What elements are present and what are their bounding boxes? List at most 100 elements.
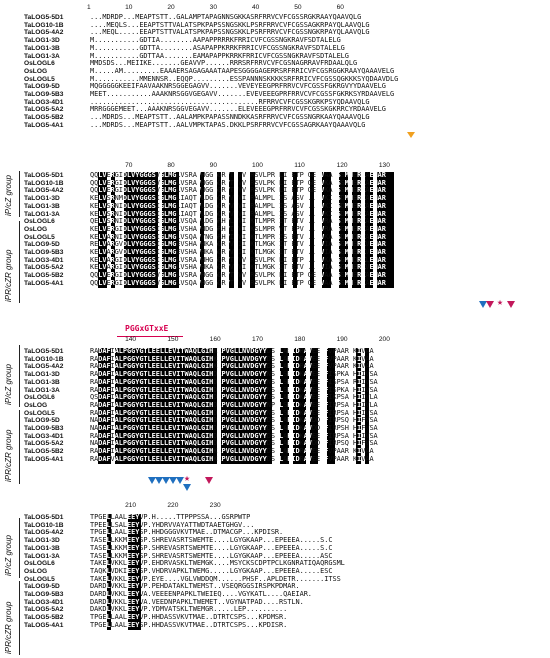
sequence-name: OsLOGL6: [24, 60, 55, 68]
sequence-name: OsLOGL6: [24, 394, 55, 402]
conserved-column: [241, 347, 247, 464]
sequence-row: MQGGGGGKEEIFAAVAAKNRSGGEGAGVV.......VEVE…: [90, 82, 386, 91]
sequence-row: QQLVERGIDLVYGGGSVGLMGLVSRAVHGGGGRVTGVVPR…: [90, 178, 386, 187]
sequence-name: TaLOG5-5D1: [24, 348, 64, 355]
sequence-name: TaLOG5-4A1: [24, 455, 64, 463]
conserved-column: [123, 171, 128, 288]
conserved-column: [237, 171, 243, 288]
sequence-name: TaLOG5-5B2: [24, 614, 64, 622]
sequence-name: TaLOG9-5B3: [24, 91, 64, 98]
sequence-row: RADAFIALPGGYGTLEELLEVITWAQLGIHDKPVGLLNVD…: [90, 431, 378, 440]
conserved-column: [123, 347, 128, 464]
ruler-number: 170: [251, 336, 263, 343]
alignment-block-3: PGGxGTxxE 140 150 160 170 180 190 200 TaLOG5-5…: [0, 318, 550, 491]
conserved-column: [127, 171, 133, 288]
conserved-column: [229, 171, 234, 288]
conserved-column: [203, 347, 209, 464]
group-label-ipr-1: iPR/cZR group: [4, 249, 13, 302]
group-bracket: [19, 171, 20, 217]
sequence-name: TaLOG5-4A2: [24, 529, 64, 537]
conserved-column: [237, 347, 243, 464]
sequence-name: TaLOG10-1B: [24, 355, 64, 363]
ruler-number: 70: [125, 162, 133, 169]
position-ruler-1: 1 10 20 30 40 50 60: [0, 4, 550, 14]
group-bracket: [19, 581, 20, 655]
conserved-column: [296, 347, 302, 464]
conserved-column: [136, 171, 141, 288]
catalytic-site-marker: [507, 301, 515, 308]
sequence-name: TaLOG9-5D: [24, 417, 60, 425]
sequence-name: TaLOG1-3A: [24, 210, 60, 218]
conserved-column: [208, 347, 213, 464]
conserved-column: [263, 347, 268, 464]
conserved-column: [110, 171, 116, 288]
sequence-name: OsLOGL6: [24, 560, 55, 568]
conserved-column: [102, 171, 107, 288]
conserved-column: [182, 347, 188, 464]
binding-site-marker: [169, 477, 177, 484]
conserved-column: [233, 347, 238, 464]
sequence-name: TaLOG1-3B: [24, 378, 60, 386]
motif-label: PGGxGTxxE: [125, 324, 169, 333]
binding-site-marker: [162, 477, 170, 484]
sequence-row: ........................................…: [90, 97, 370, 106]
conserved-column: [186, 347, 192, 464]
ruler-number: 90: [209, 162, 217, 169]
sequence-name: TaLOG1-3A: [24, 52, 60, 60]
ruler-number: 220: [167, 502, 179, 509]
sequence-name: TaLOG1-3A: [24, 386, 60, 394]
ruler-number: 210: [125, 502, 137, 509]
conserved-column: [368, 171, 374, 288]
sequence-row: QQLVERGIDLVYGGGSVGLMGLVSQAVHGGGGRVTGVVPR…: [90, 278, 386, 287]
sequence-row: DAKDLVKKLEEYVP.YDMVATSKLTWEMGR.....LEP..…: [90, 605, 288, 614]
conserved-column: [356, 171, 361, 288]
sequence-name: TaLOG9-5D: [24, 83, 60, 91]
sequence-name: TaLOG5-5A2: [24, 106, 64, 114]
sequence-row: NADAFIALPGGYGTLEELLEVITWAQLGIHDKPVGLLNVD…: [90, 424, 378, 432]
conserved-column: [254, 347, 260, 464]
conserved-column: [390, 171, 395, 288]
sequence-name: TaLOG1-3B: [24, 202, 60, 210]
sequence-row: M...........MMENNSR..EQQP.........ESSPAN…: [90, 74, 399, 83]
binding-site-marker: [148, 477, 156, 484]
sequence-name: TaLOG1-3D: [24, 195, 60, 203]
sequence-row: KELVARNIDLVYGGGSIGLMGLVSQAVYNGGRHVIGVIPK…: [90, 232, 386, 241]
catalytic-site-marker: [205, 477, 213, 484]
sequence-row: NADAFIALPGGYGTLEELLEVITWAQLGIHDKPVGLLNVD…: [90, 416, 378, 425]
sequence-row: DARDLVKKLEEYVA.VEEDNPAPKLTWEMET..VGYNATP…: [90, 597, 304, 606]
motif-underline: [117, 336, 183, 337]
sequence-row: RADAFIALPGGYGTLEELLEVITWAQLGIHKKPVGLLNVD…: [90, 347, 374, 355]
active-site-star: ★: [497, 297, 504, 308]
sequence-row: RELVARGVDLVYGGGSIGLMGEVSHAVHKAGGRVVGIIPK…: [90, 240, 386, 249]
alignment-block-2: 70 80 90 100 110 120 130 TaLOG5-5D1 TaLOG10-1B T…: [0, 162, 550, 322]
sequence-row: QQLVERGIDLVYGGGSVGLMGLVSRAVHGGGGRVTGVVPR…: [90, 186, 386, 195]
sequence-name: TaLOG1-3B: [24, 44, 60, 52]
position-ruler-3: 140 150 160 170 180 190 200: [0, 336, 550, 346]
sequence-name: TaLOG3-4D1: [24, 256, 64, 264]
sequence-name: OsLOG: [24, 225, 48, 233]
conserved-column: [199, 347, 205, 464]
sequence-name: OsLOGL5: [24, 75, 55, 83]
conserved-column: [170, 171, 175, 288]
ruler-number: 40: [251, 4, 260, 11]
conserved-column: [178, 347, 183, 464]
sequence-row: M...........GDTTAA.......EAMAPAPPKRRKFRR…: [90, 51, 349, 60]
ruler-number: 150: [167, 336, 179, 343]
sequence-name: TaLOG5-5B2: [24, 272, 64, 280]
conserved-column: [199, 171, 205, 288]
sequence-row: M.....AM.........EAAAERSAGAGAAATAAPESGGG…: [90, 66, 395, 75]
conserved-column: [115, 347, 120, 464]
sequence-name: OsLOGL5: [24, 233, 55, 241]
conserved-column: [144, 347, 150, 464]
ruler-number: 20: [167, 4, 175, 11]
sequence-name: TaLOG5-4A2: [24, 187, 64, 195]
sequence-name: TaLOG5-4A2: [24, 29, 64, 37]
conserved-column: [106, 347, 112, 464]
conserved-column: [301, 347, 306, 464]
sequence-row: TPGELLAALEEYVP.HHDASSVKVTMAE..DTRTCSPS..…: [90, 613, 288, 622]
sequence-row: TPGELLAALEEYVP.H.....TTPPPSSA...GSRPWTP: [90, 513, 251, 521]
group-label-ipr-3: iPR/cZR group: [4, 601, 13, 654]
position-ruler-2: 70 80 90 100 110 120 130: [0, 162, 550, 172]
conserved-column: [339, 171, 344, 288]
